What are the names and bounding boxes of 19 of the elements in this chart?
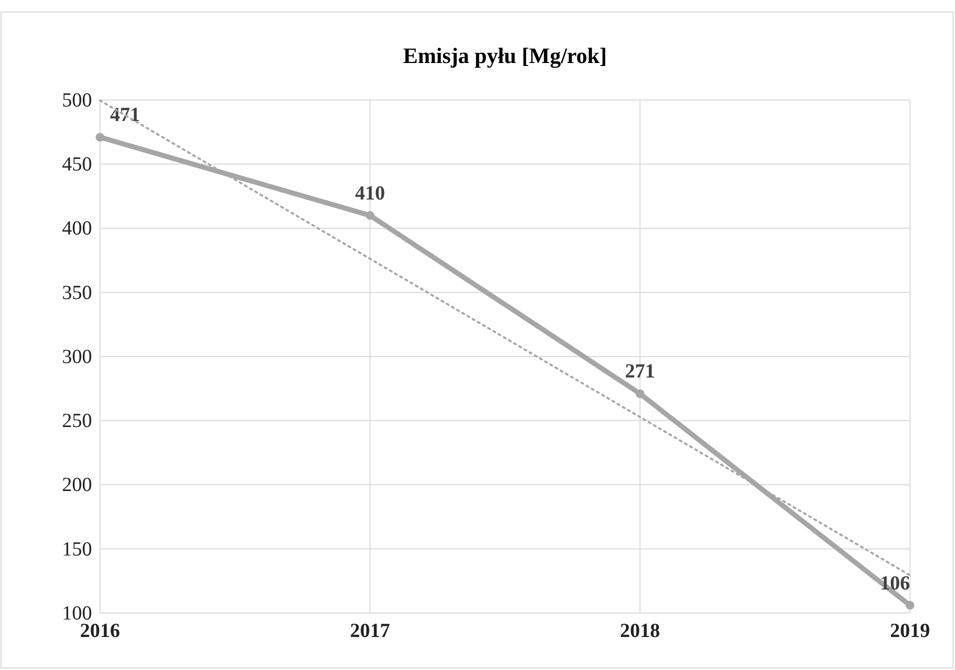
x-tick-label: 2017 xyxy=(350,620,390,642)
data-label: 271 xyxy=(625,360,655,383)
x-tick-label: 2018 xyxy=(620,620,660,642)
data-label: 410 xyxy=(355,182,385,204)
chart-title: Emisja pyłu [Mg/rok] xyxy=(403,43,607,68)
point xyxy=(366,211,374,220)
point xyxy=(636,389,644,398)
y-tick-label: 350 xyxy=(62,282,92,304)
y-tick-label: 400 xyxy=(62,218,92,240)
y-tick-label: 150 xyxy=(62,538,92,560)
data-label: 106 xyxy=(880,572,910,594)
y-tick-label: 500 xyxy=(62,89,92,112)
y-tick-label: 300 xyxy=(62,346,92,368)
x-tick-label: 2019 xyxy=(890,620,930,642)
y-tick-label: 200 xyxy=(62,474,92,496)
point xyxy=(96,132,104,142)
y-tick-label: 450 xyxy=(62,154,92,176)
y-tick-label: 250 xyxy=(62,410,92,432)
point xyxy=(906,600,914,610)
